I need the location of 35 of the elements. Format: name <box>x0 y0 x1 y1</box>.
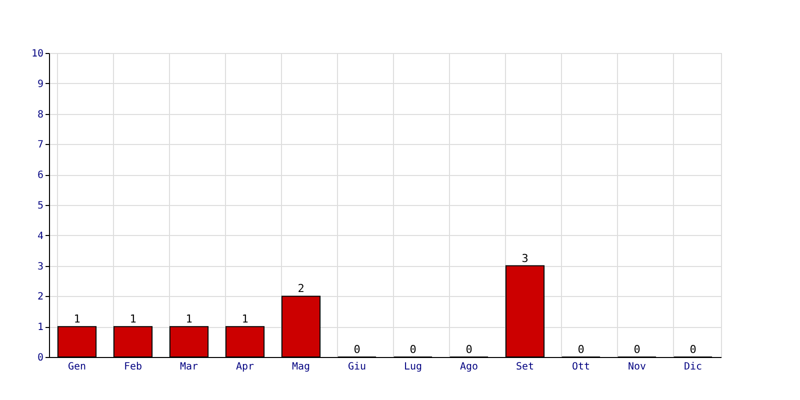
data-label: 2 <box>298 282 304 296</box>
y-tick-label: 10 <box>31 48 44 60</box>
x-tick-label: Giu <box>348 362 366 372</box>
data-label: 1 <box>242 312 248 326</box>
data-label: 0 <box>354 343 360 356</box>
data-label: 1 <box>74 312 80 326</box>
y-tick-label: 0 <box>37 352 44 364</box>
x-tick-label: Lug <box>404 362 422 372</box>
y-tick-label: 6 <box>37 170 44 182</box>
x-tick-label: Apr <box>236 362 254 372</box>
data-label: 0 <box>578 343 584 356</box>
data-label: 1 <box>130 312 136 326</box>
y-tick-label: 3 <box>37 261 44 272</box>
data-label: 0 <box>634 343 640 356</box>
y-tick-label: 8 <box>37 109 44 120</box>
y-tick-label: 7 <box>37 140 44 151</box>
x-tick-label: Set <box>516 362 534 372</box>
x-tick-label: Dic <box>684 362 702 372</box>
x-tick-label: Ago <box>460 362 478 372</box>
x-tick-label: Gen <box>68 362 86 372</box>
y-tick-label: 9 <box>37 78 44 90</box>
y-tick-label: 5 <box>37 200 44 212</box>
data-label: 0 <box>690 343 696 356</box>
y-tick-label: 2 <box>37 292 44 303</box>
x-tick-label: Mar <box>180 362 198 372</box>
data-label: 0 <box>466 343 472 356</box>
data-label: 0 <box>410 343 416 356</box>
x-tick-label: Feb <box>124 362 142 372</box>
y-tick-label: 1 <box>37 322 44 334</box>
x-tick-label: Mag <box>292 362 310 372</box>
x-tick-label: Nov <box>628 362 646 372</box>
y-tick-label: 4 <box>37 230 44 242</box>
data-label: 1 <box>186 312 192 326</box>
x-tick-label: Ott <box>572 362 590 372</box>
data-label: 3 <box>522 252 528 265</box>
